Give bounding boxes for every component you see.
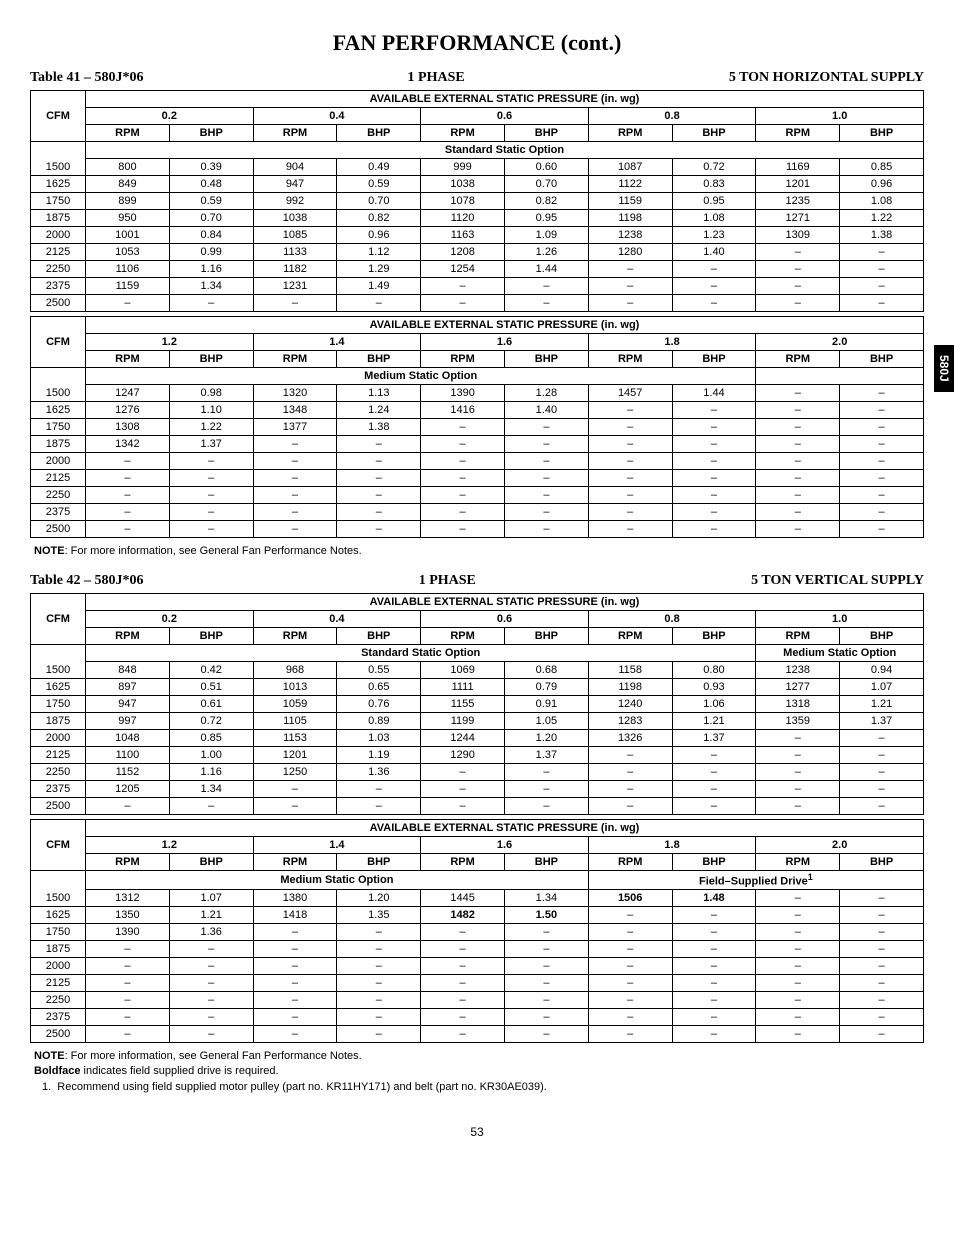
table41-phase: 1 PHASE — [408, 70, 465, 86]
table41-label: Table 41 – 580J*06 — [30, 70, 143, 86]
table41-supply: 5 TON HORIZONTAL SUPPLY — [729, 70, 924, 86]
table42-top: CFMAVAILABLE EXTERNAL STATIC PRESSURE (i… — [30, 593, 924, 815]
page-title: FAN PERFORMANCE (cont.) — [30, 30, 924, 56]
table41-top: CFMAVAILABLE EXTERNAL STATIC PRESSURE (i… — [30, 90, 924, 312]
table42-label: Table 42 – 580J*06 — [30, 573, 143, 589]
page-number: 53 — [30, 1125, 924, 1139]
table41-bottom: CFMAVAILABLE EXTERNAL STATIC PRESSURE (i… — [30, 316, 924, 538]
table42-notes: NOTE: For more information, see General … — [34, 1049, 924, 1095]
table41-note-text: : For more information, see General Fan … — [65, 545, 362, 557]
table42-phase: 1 PHASE — [419, 573, 476, 589]
table41-header: Table 41 – 580J*06 1 PHASE 5 TON HORIZON… — [30, 70, 924, 86]
table42-bottom: CFMAVAILABLE EXTERNAL STATIC PRESSURE (i… — [30, 819, 924, 1043]
table42-header: Table 42 – 580J*06 1 PHASE 5 TON VERTICA… — [30, 573, 924, 589]
table41-note: NOTE: For more information, see General … — [34, 544, 924, 559]
side-tab: 580J — [934, 345, 954, 392]
table42-supply: 5 TON VERTICAL SUPPLY — [751, 573, 924, 589]
